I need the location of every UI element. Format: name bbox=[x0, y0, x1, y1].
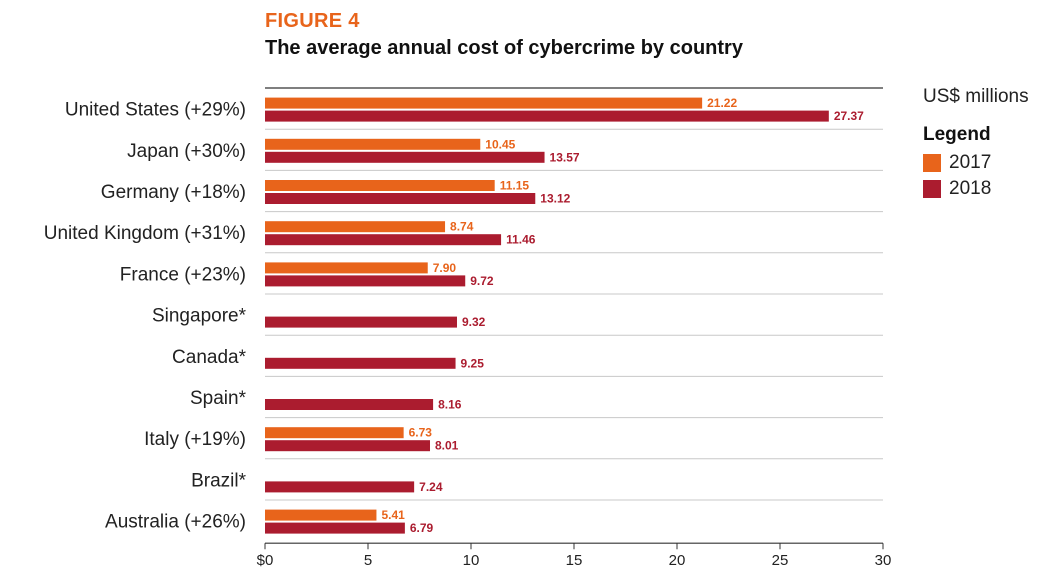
category-label: United Kingdom (+31%) bbox=[44, 223, 246, 244]
bar-2018 bbox=[265, 357, 456, 369]
bar-2018 bbox=[265, 316, 457, 328]
bar-2018 bbox=[265, 151, 545, 163]
bar-2017 bbox=[265, 97, 703, 109]
x-tick-label: 15 bbox=[566, 552, 583, 569]
legend-item-2017: 2017 bbox=[923, 150, 991, 176]
legend-label-2018: 2018 bbox=[949, 178, 992, 199]
bar-2017 bbox=[265, 221, 446, 233]
x-tick-label: 10 bbox=[463, 552, 480, 569]
x-tick-label: 20 bbox=[669, 552, 686, 569]
category-label: Spain* bbox=[190, 388, 247, 409]
value-label-2018: 13.57 bbox=[550, 150, 580, 164]
value-label-2018: 9.32 bbox=[462, 315, 486, 329]
legend: Legend 2017 2018 bbox=[923, 124, 991, 202]
legend-label-2017: 2017 bbox=[949, 152, 992, 173]
bar-2018 bbox=[265, 481, 415, 493]
x-tick-label: $0 bbox=[257, 552, 274, 569]
category-label: Canada* bbox=[172, 347, 247, 368]
category-label: Brazil* bbox=[191, 470, 247, 491]
bar-2018 bbox=[265, 440, 431, 452]
value-label-2018: 8.01 bbox=[435, 439, 459, 453]
value-label-2017: 7.90 bbox=[433, 261, 457, 275]
value-label-2017: 8.74 bbox=[450, 220, 474, 234]
category-label: Germany (+18%) bbox=[101, 182, 246, 203]
legend-swatch-2017 bbox=[923, 154, 941, 172]
x-tick-label: 25 bbox=[772, 552, 789, 569]
bar-2017 bbox=[265, 180, 495, 191]
bar-2018 bbox=[265, 193, 536, 204]
bar-2017 bbox=[265, 509, 377, 521]
bar-2017 bbox=[265, 262, 428, 274]
x-tick-label: 30 bbox=[875, 552, 892, 569]
value-label-2018: 11.46 bbox=[506, 233, 536, 247]
bar-2018 bbox=[265, 522, 405, 534]
value-label-2017: 11.15 bbox=[500, 179, 530, 193]
bar-2017 bbox=[265, 427, 404, 439]
bar-2017 bbox=[265, 138, 481, 150]
figure-label: FIGURE 4 bbox=[265, 10, 360, 32]
value-label-2018: 13.12 bbox=[540, 192, 570, 206]
legend-swatch-2018 bbox=[923, 180, 941, 198]
x-tick-label: 5 bbox=[364, 552, 372, 569]
value-label-2018: 9.25 bbox=[461, 356, 485, 370]
category-label: Italy (+19%) bbox=[144, 429, 246, 450]
value-label-2017: 10.45 bbox=[485, 137, 515, 151]
category-label: France (+23%) bbox=[120, 264, 246, 285]
bar-2018 bbox=[265, 110, 829, 122]
units-label: US$ millions bbox=[923, 86, 1029, 107]
category-label: Singapore* bbox=[152, 306, 247, 327]
bar-2018 bbox=[265, 399, 434, 410]
category-label: Japan (+30%) bbox=[127, 141, 246, 162]
value-label-2018: 7.24 bbox=[419, 480, 443, 494]
value-label-2018: 6.79 bbox=[410, 521, 434, 535]
value-label-2018: 8.16 bbox=[438, 398, 462, 412]
value-label-2017: 5.41 bbox=[381, 508, 405, 522]
legend-item-2018: 2018 bbox=[923, 176, 991, 202]
category-label: United States (+29%) bbox=[65, 100, 246, 121]
value-label-2017: 6.73 bbox=[409, 426, 433, 440]
value-label-2018: 9.72 bbox=[470, 274, 494, 288]
value-label-2018: 27.37 bbox=[834, 109, 864, 123]
chart-title: The average annual cost of cybercrime by… bbox=[265, 37, 743, 59]
legend-title: Legend bbox=[923, 124, 991, 145]
value-label-2017: 21.22 bbox=[707, 96, 737, 110]
bar-2018 bbox=[265, 234, 502, 246]
bar-2018 bbox=[265, 275, 466, 287]
category-label: Australia (+26%) bbox=[105, 512, 246, 533]
